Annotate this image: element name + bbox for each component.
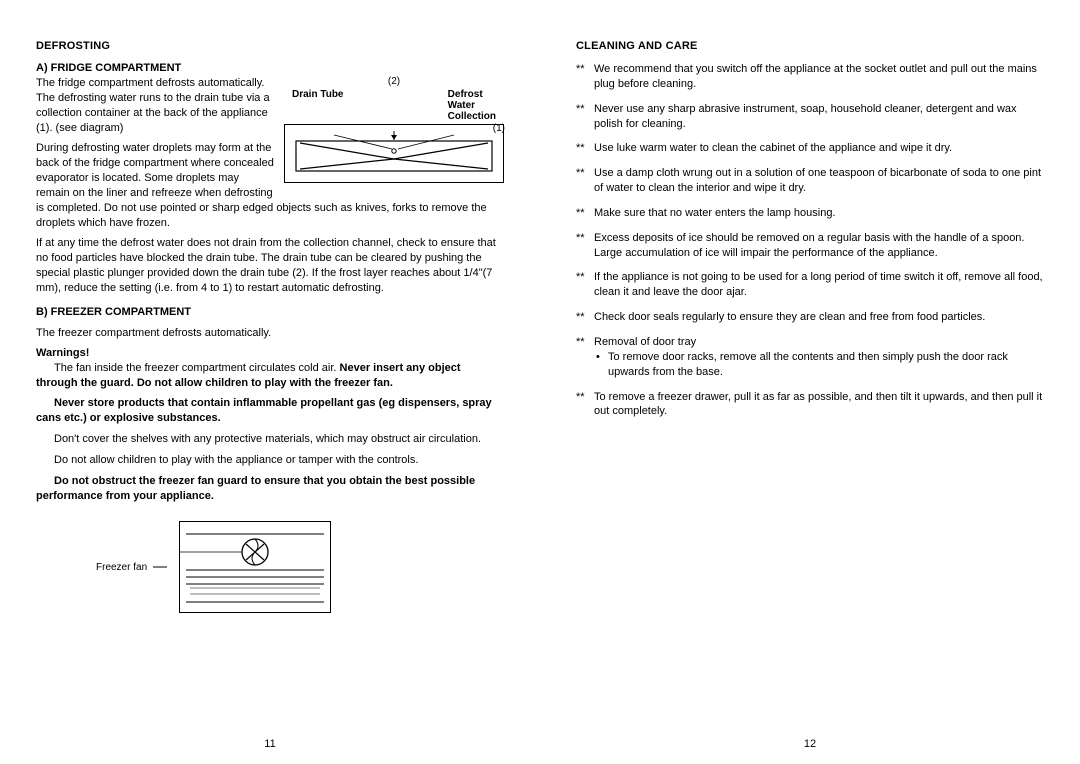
cleaning-bullets: We recommend that you switch off the app… <box>576 62 1044 419</box>
label-drain-tube: Drain Tube <box>292 89 343 122</box>
bullet-9-sub: To remove door racks, remove all the con… <box>594 350 1044 380</box>
bullet-6: Excess deposits of ice should be removed… <box>576 231 1044 261</box>
page-number-right: 12 <box>576 738 1044 750</box>
warn-p1: The fan inside the freezer compartment c… <box>36 361 504 391</box>
warn-p5: Do not obstruct the freezer fan guard to… <box>36 474 504 504</box>
para-a3: If at any time the defrost water does no… <box>36 236 504 295</box>
bullet-2: Never use any sharp abrasive instrument,… <box>576 102 1044 132</box>
diagram-box: (1) <box>284 124 504 183</box>
heading-defrosting: DEFROSTING <box>36 40 504 52</box>
page-left: DEFROSTING A) FRIDGE COMPARTMENT (2) Dra… <box>0 0 540 764</box>
bullet-3: Use luke warm water to clean the cabinet… <box>576 141 1044 156</box>
bullet-9: Removal of door tray To remove door rack… <box>576 335 1044 380</box>
page-spread: DEFROSTING A) FRIDGE COMPARTMENT (2) Dra… <box>0 0 1080 764</box>
freezer-fan-figure: Freezer fan <box>36 521 504 613</box>
heading-freezer-comp: B) FREEZER COMPARTMENT <box>36 306 504 318</box>
num-1: (1) <box>493 123 505 134</box>
warn-p2: Never store products that contain inflam… <box>36 396 504 426</box>
drain-diagram-svg <box>291 131 497 173</box>
heading-fridge-comp: A) FRIDGE COMPARTMENT <box>36 62 504 74</box>
drain-diagram: (2) Drain Tube Defrost Water Collection … <box>284 76 504 183</box>
bullet-4: Use a damp cloth wrung out in a solution… <box>576 166 1044 196</box>
fan-box <box>179 521 331 613</box>
heading-warnings: Warnings! <box>36 347 504 359</box>
bullet-5: Make sure that no water enters the lamp … <box>576 206 1044 221</box>
para-b1: The freezer compartment defrosts automat… <box>36 326 504 341</box>
bullet-8: Check door seals regularly to ensure the… <box>576 310 1044 325</box>
label-freezer-fan: Freezer fan <box>96 562 147 573</box>
bullet-1: We recommend that you switch off the app… <box>576 62 1044 92</box>
page-number-left: 11 <box>36 738 504 750</box>
bullet-10: To remove a freezer drawer, pull it as f… <box>576 390 1044 420</box>
warn-p4: Do not allow children to play with the a… <box>36 453 504 468</box>
heading-cleaning: CLEANING AND CARE <box>576 40 1044 52</box>
bullet-7: If the appliance is not going to be used… <box>576 270 1044 300</box>
warn-p3: Don't cover the shelves with any protect… <box>36 432 504 447</box>
pointer-line <box>153 563 167 571</box>
page-right: CLEANING AND CARE We recommend that you … <box>540 0 1080 764</box>
num-2: (2) <box>388 76 400 87</box>
label-defrost-water: Defrost Water Collection <box>448 89 496 122</box>
